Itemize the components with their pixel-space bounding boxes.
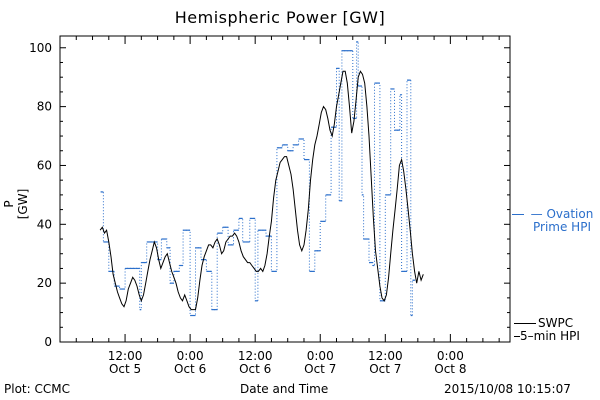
y-tick-label: 100 <box>29 41 52 55</box>
y-tick-label: 0 <box>44 335 52 349</box>
legend-swpc-swatch <box>514 323 536 324</box>
legend-swpc-line1: SWPC <box>538 316 574 330</box>
plot-timestamp: 2015/10/08 10:15:07 <box>444 382 571 396</box>
x-tick-date-label: Oct 5 <box>109 362 141 376</box>
legend-swpc-line2: 5–min HPI <box>520 329 580 343</box>
plot-frame <box>59 35 511 343</box>
x-tick-date-label: Oct 6 <box>174 362 206 376</box>
x-tick-date-label: Oct 8 <box>434 362 466 376</box>
x-tick-time-label: 12:00 <box>238 349 273 363</box>
x-tick-date-label: Oct 6 <box>239 362 271 376</box>
x-tick-date-label: Oct 7 <box>369 362 401 376</box>
legend-ovation-swatch <box>512 214 524 215</box>
x-axis-label: Date and Time <box>240 382 329 396</box>
y-tick-label: 40 <box>37 217 52 231</box>
legend-swpc-label: SWPC 5–min HPI <box>520 317 600 343</box>
x-tick-time-label: 12:00 <box>368 349 403 363</box>
legend-ovation-line2: Prime HPI <box>533 220 591 234</box>
y-tick-label: 60 <box>37 158 52 172</box>
legend-swpc-swatch-2 <box>514 336 520 337</box>
series-swpc-line <box>99 70 424 311</box>
x-tick-time-label: 12:00 <box>108 349 143 363</box>
chart-title: Hemispheric Power [GW] <box>174 8 386 27</box>
plot-credit: Plot: CCMC <box>4 382 70 396</box>
y-tick-label: 80 <box>37 100 52 114</box>
x-tick-time-label: 0:00 <box>307 349 334 363</box>
y-tick-label: 20 <box>37 276 52 290</box>
x-tick-time-label: 0:00 <box>437 349 464 363</box>
x-tick-time-label: 0:00 <box>177 349 204 363</box>
legend-ovation-line1: — Ovation <box>530 207 594 221</box>
legend-ovation-label: — Ovation Prime HPI <box>526 208 598 234</box>
series-ovation-dotted <box>100 41 416 316</box>
x-tick-date-label: Oct 7 <box>304 362 336 376</box>
